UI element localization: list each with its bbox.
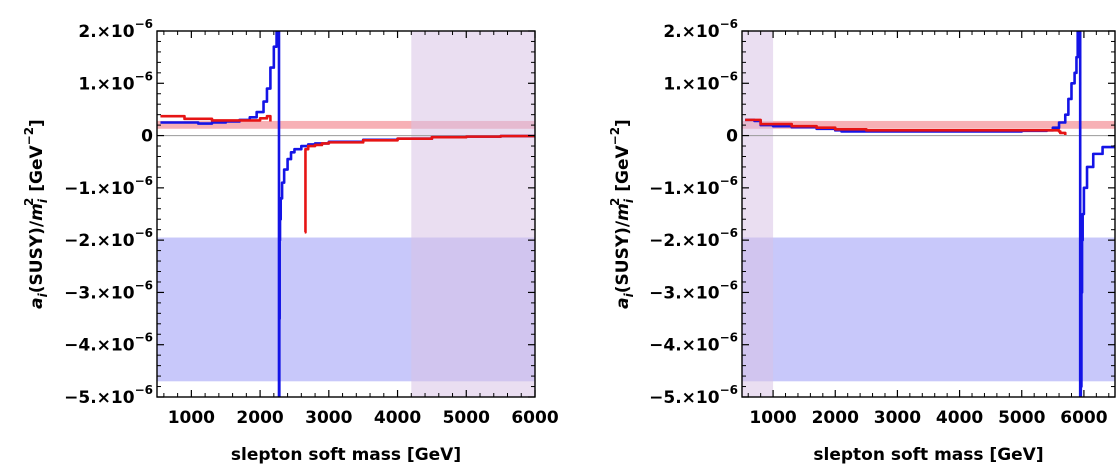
x-tick-label: 1000 xyxy=(168,408,215,428)
band-x-2 xyxy=(742,31,774,397)
y-tick-label: −4.×10−6 xyxy=(64,331,153,356)
y-tick-label: −4.×10−6 xyxy=(649,331,738,356)
band-y-0 xyxy=(742,237,1115,382)
x-tick-label: 6000 xyxy=(1060,408,1107,428)
series-1 xyxy=(745,118,1067,136)
x-tick-label: 3000 xyxy=(305,408,352,428)
y-tick-label: −1.×10−6 xyxy=(649,174,738,199)
y-tick-label: −3.×10−6 xyxy=(64,278,153,303)
y-tick-label: −2.×10−6 xyxy=(649,226,738,251)
x-tick-label: 6000 xyxy=(511,408,558,428)
x-tick-label: 3000 xyxy=(874,408,921,428)
series-2 xyxy=(304,134,535,234)
x-axis-label: slepton soft mass [GeV] xyxy=(813,445,1043,465)
plot-frame xyxy=(741,30,1116,398)
series-1 xyxy=(160,114,272,122)
series-0 xyxy=(745,31,1115,397)
band-y-1 xyxy=(742,120,1115,129)
y-tick-label: −5.×10−6 xyxy=(64,383,153,408)
x-tick-label: 1000 xyxy=(749,408,796,428)
y-tick-label: −2.×10−6 xyxy=(64,226,153,251)
y-tick-label: 0 xyxy=(141,127,153,147)
plot-area xyxy=(742,31,1115,397)
band-x-2 xyxy=(411,31,535,397)
chart-1: 1000 2000 3000 4000 5000 6000 2.×10−6 1.×10−6 0 −… xyxy=(22,17,559,465)
plot-frame xyxy=(156,30,536,398)
y-tick-label: −5.×10−6 xyxy=(649,383,738,408)
x-tick-label: 2000 xyxy=(236,408,283,428)
x-tick-label: 2000 xyxy=(812,408,859,428)
y-axis-label: ai(SUSY)/mi2 [GeV−2] xyxy=(22,119,50,309)
x-tick-label: 5000 xyxy=(443,408,490,428)
x-tick-label: 5000 xyxy=(998,408,1045,428)
x-tick-label: 4000 xyxy=(936,408,983,428)
y-tick-label: 0 xyxy=(726,127,738,147)
y-axis-label: ai(SUSY)/mi2 [GeV−2] xyxy=(608,119,636,309)
x-tick-label: 4000 xyxy=(374,408,421,428)
y-tick-label: 1.×10−6 xyxy=(663,69,738,94)
plot-area xyxy=(157,31,535,397)
y-tick-label: 1.×10−6 xyxy=(78,69,153,94)
y-tick-label: −1.×10−6 xyxy=(64,174,153,199)
band-y-1 xyxy=(157,120,535,129)
y-tick-label: 2.×10−6 xyxy=(663,17,738,42)
x-axis-label: slepton soft mass [GeV] xyxy=(231,445,461,465)
chart-2: 1000 2000 3000 4000 5000 6000 2.×10−6 1.×10−6 0 −… xyxy=(608,17,1116,465)
y-tick-label: 2.×10−6 xyxy=(78,17,153,42)
y-tick-label: −3.×10−6 xyxy=(649,278,738,303)
